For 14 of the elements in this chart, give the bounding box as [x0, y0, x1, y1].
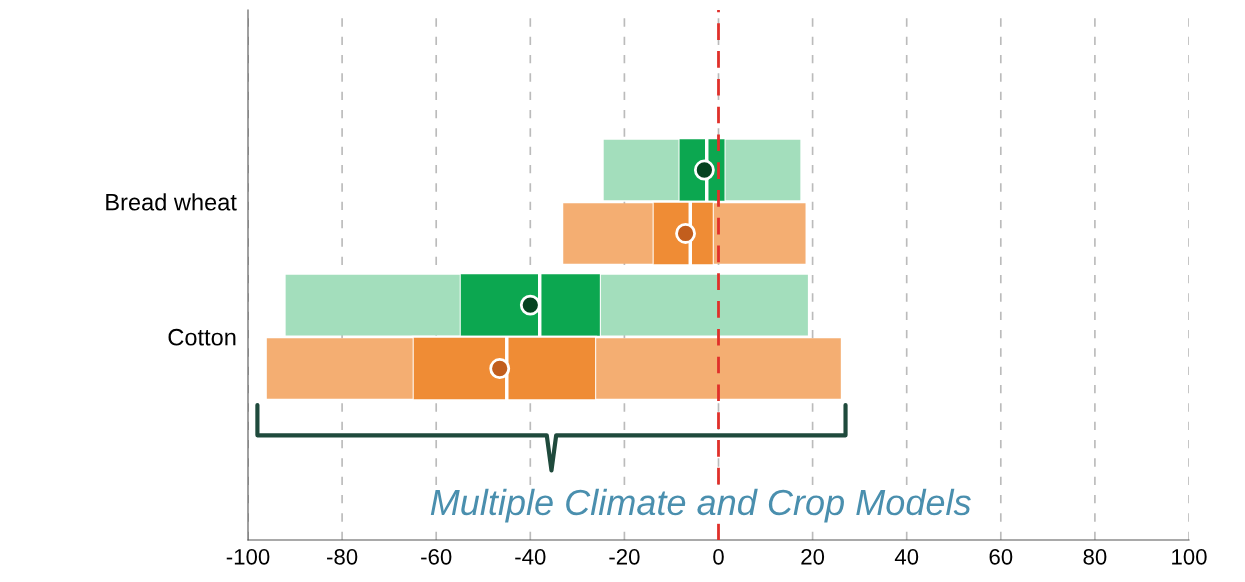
x-tick-label: -60 [421, 548, 452, 565]
x-tick-label: 20 [801, 548, 825, 565]
x-tick-label: 80 [1083, 548, 1107, 565]
x-tick-label: -40 [515, 548, 546, 565]
x-tick-label: -20 [609, 548, 640, 565]
x-tick-label: -80 [327, 548, 358, 565]
x-tick-label: 60 [989, 548, 1013, 565]
x-tick-label: -100 [226, 548, 270, 565]
y-tick-label: Bread wheat [106, 193, 237, 211]
text: Multiple Climate and Crop Models [430, 488, 971, 523]
x-tick-label: 100 [1172, 548, 1207, 565]
y-tick-label: Cotton [168, 328, 236, 346]
x-tick-label: 40 [894, 548, 919, 565]
x-tick-label: 0 [713, 548, 724, 565]
